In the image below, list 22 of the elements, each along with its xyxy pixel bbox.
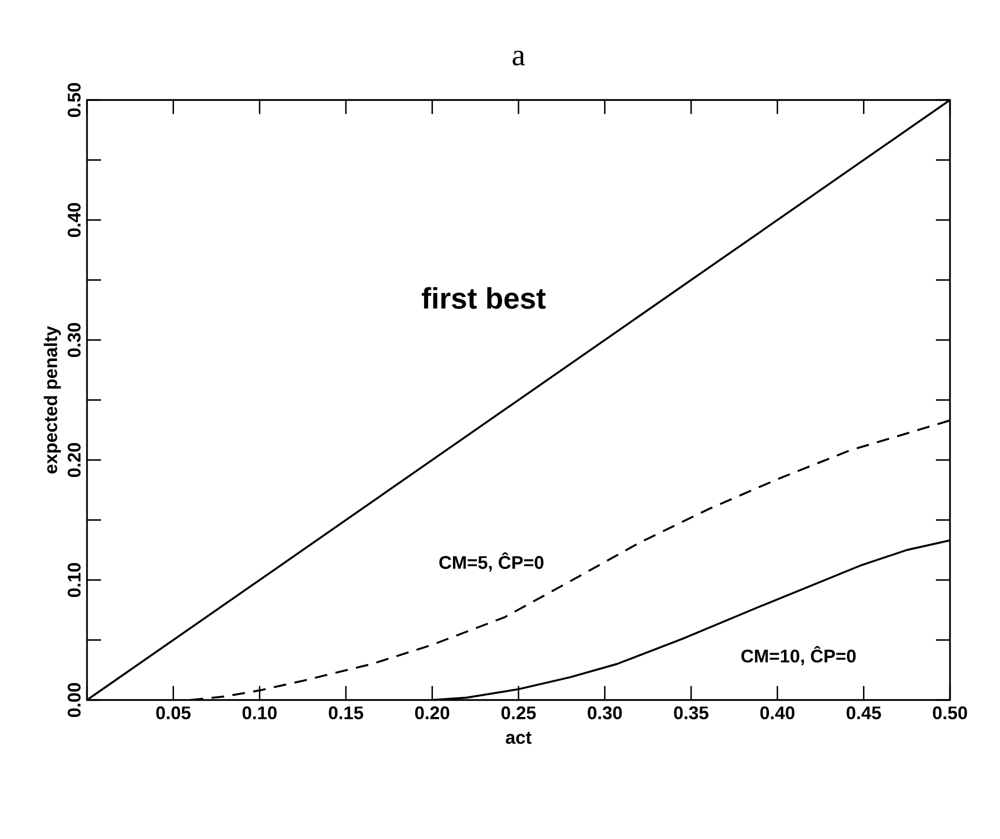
y-tick-label: 0.10 bbox=[68, 562, 81, 598]
y-tick-label: 0.40 bbox=[68, 202, 81, 238]
x-tick-label: 0.35 bbox=[674, 706, 708, 720]
y-tick-label: 0.20 bbox=[68, 442, 81, 478]
x-tick-label: 0.10 bbox=[242, 706, 277, 720]
x-tick-label: 0.15 bbox=[328, 706, 364, 720]
y-tick-label: 0.30 bbox=[68, 322, 81, 358]
series-label: CM=5, ĈP=0 bbox=[439, 552, 544, 572]
y-axis-title: expected penalty bbox=[44, 326, 61, 474]
x-tick-label: 0.05 bbox=[156, 706, 191, 720]
y-tick-label: 0.50 bbox=[68, 82, 81, 118]
x-tick-label: 0.30 bbox=[588, 706, 622, 720]
text: first best bbox=[422, 287, 546, 309]
x-tick-label: 0.50 bbox=[932, 706, 968, 720]
series-label: CM=10, ĈP=0 bbox=[741, 646, 856, 666]
x-axis-title: act bbox=[506, 732, 532, 744]
chart-title: a bbox=[512, 50, 525, 66]
x-tick-label: 0.25 bbox=[501, 706, 536, 720]
y-tick-label: 0.00 bbox=[68, 682, 81, 718]
x-tick-label: 0.40 bbox=[760, 706, 794, 720]
x-tick-label: 0.20 bbox=[415, 706, 450, 720]
x-tick-label: 0.45 bbox=[846, 706, 881, 720]
